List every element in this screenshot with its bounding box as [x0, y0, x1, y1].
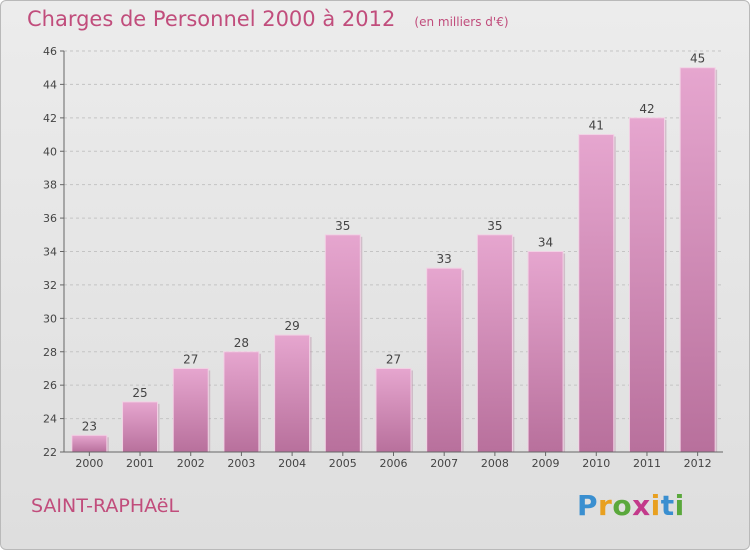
logo-letter: i	[650, 489, 661, 522]
y-tick-label: 44	[43, 78, 57, 91]
x-tick-label: 2008	[481, 457, 509, 470]
bar-value-label: 41	[589, 119, 604, 133]
bar	[122, 401, 159, 453]
logo-letter: r	[598, 489, 613, 522]
bar	[628, 117, 665, 453]
bar-layer: 23 25 27 28 29 35 27 33 35 34 41 42 45	[71, 52, 718, 453]
x-tick-label: 2002	[177, 457, 205, 470]
x-tick-label: 2011	[633, 457, 661, 470]
y-tick-label: 28	[43, 346, 57, 359]
x-tick-label: 2000	[75, 457, 103, 470]
logo-letter: P	[577, 489, 599, 522]
bar	[679, 67, 716, 453]
bar-value-label: 27	[183, 352, 198, 366]
bar	[426, 267, 463, 453]
bar	[476, 234, 513, 453]
bar-value-label: 25	[132, 386, 147, 400]
y-tick-label: 34	[43, 246, 57, 259]
y-tick-label: 26	[43, 379, 57, 392]
bar-value-label: 27	[386, 352, 401, 366]
bar-value-label: 28	[234, 336, 249, 350]
bar-value-label: 29	[284, 319, 299, 333]
proxiti-logo: Proxiti	[577, 489, 685, 522]
bar	[274, 334, 311, 453]
commune-name: SAINT-RAPHAëL	[31, 495, 180, 517]
y-tick-label: 38	[43, 179, 57, 192]
y-tick-label: 22	[43, 446, 57, 459]
chart-title: Charges de Personnel 2000 à 2012	[27, 7, 396, 31]
x-tick-label: 2010	[582, 457, 610, 470]
logo-letter: i	[674, 489, 685, 522]
x-tick-label: 2001	[126, 457, 154, 470]
bar	[172, 367, 209, 453]
y-tick-label: 46	[43, 45, 57, 58]
bar	[223, 351, 260, 453]
x-tick-label: 2004	[278, 457, 306, 470]
bar	[578, 134, 615, 453]
bar	[527, 251, 564, 453]
x-tick-label: 2005	[329, 457, 357, 470]
x-tick-label: 2006	[380, 457, 408, 470]
bar-value-label: 45	[690, 52, 705, 66]
y-tick-label: 40	[43, 145, 57, 158]
y-tick-label: 36	[43, 212, 57, 225]
bar	[324, 234, 361, 453]
x-tick-label: 2003	[227, 457, 255, 470]
x-tick-label: 2012	[684, 457, 712, 470]
bar-value-label: 42	[639, 102, 654, 116]
logo-letter: x	[632, 489, 651, 522]
y-tick-label: 32	[43, 279, 57, 292]
bar-value-label: 23	[82, 419, 97, 433]
bar-value-label: 34	[538, 236, 553, 250]
chart-subtitle: (en milliers d'€)	[414, 15, 509, 29]
y-tick-label: 30	[43, 312, 57, 325]
x-tick-label: 2009	[532, 457, 560, 470]
axis-layer: 22 24 26 28 30 32 34 36 38 40 42 44 46 2000 2001 2002 20…	[43, 45, 723, 470]
y-tick-label: 24	[43, 413, 57, 426]
logo-letter: o	[612, 489, 633, 522]
x-tick-label: 2007	[430, 457, 458, 470]
y-tick-label: 42	[43, 112, 57, 125]
bar	[71, 434, 108, 453]
bar	[375, 367, 412, 453]
bar-value-label: 35	[487, 219, 502, 233]
logo-letter: t	[660, 489, 675, 522]
chart-title-block: Charges de Personnel 2000 à 2012 (en mil…	[27, 7, 509, 31]
bar-value-label: 35	[335, 219, 350, 233]
bar-value-label: 33	[437, 252, 452, 266]
